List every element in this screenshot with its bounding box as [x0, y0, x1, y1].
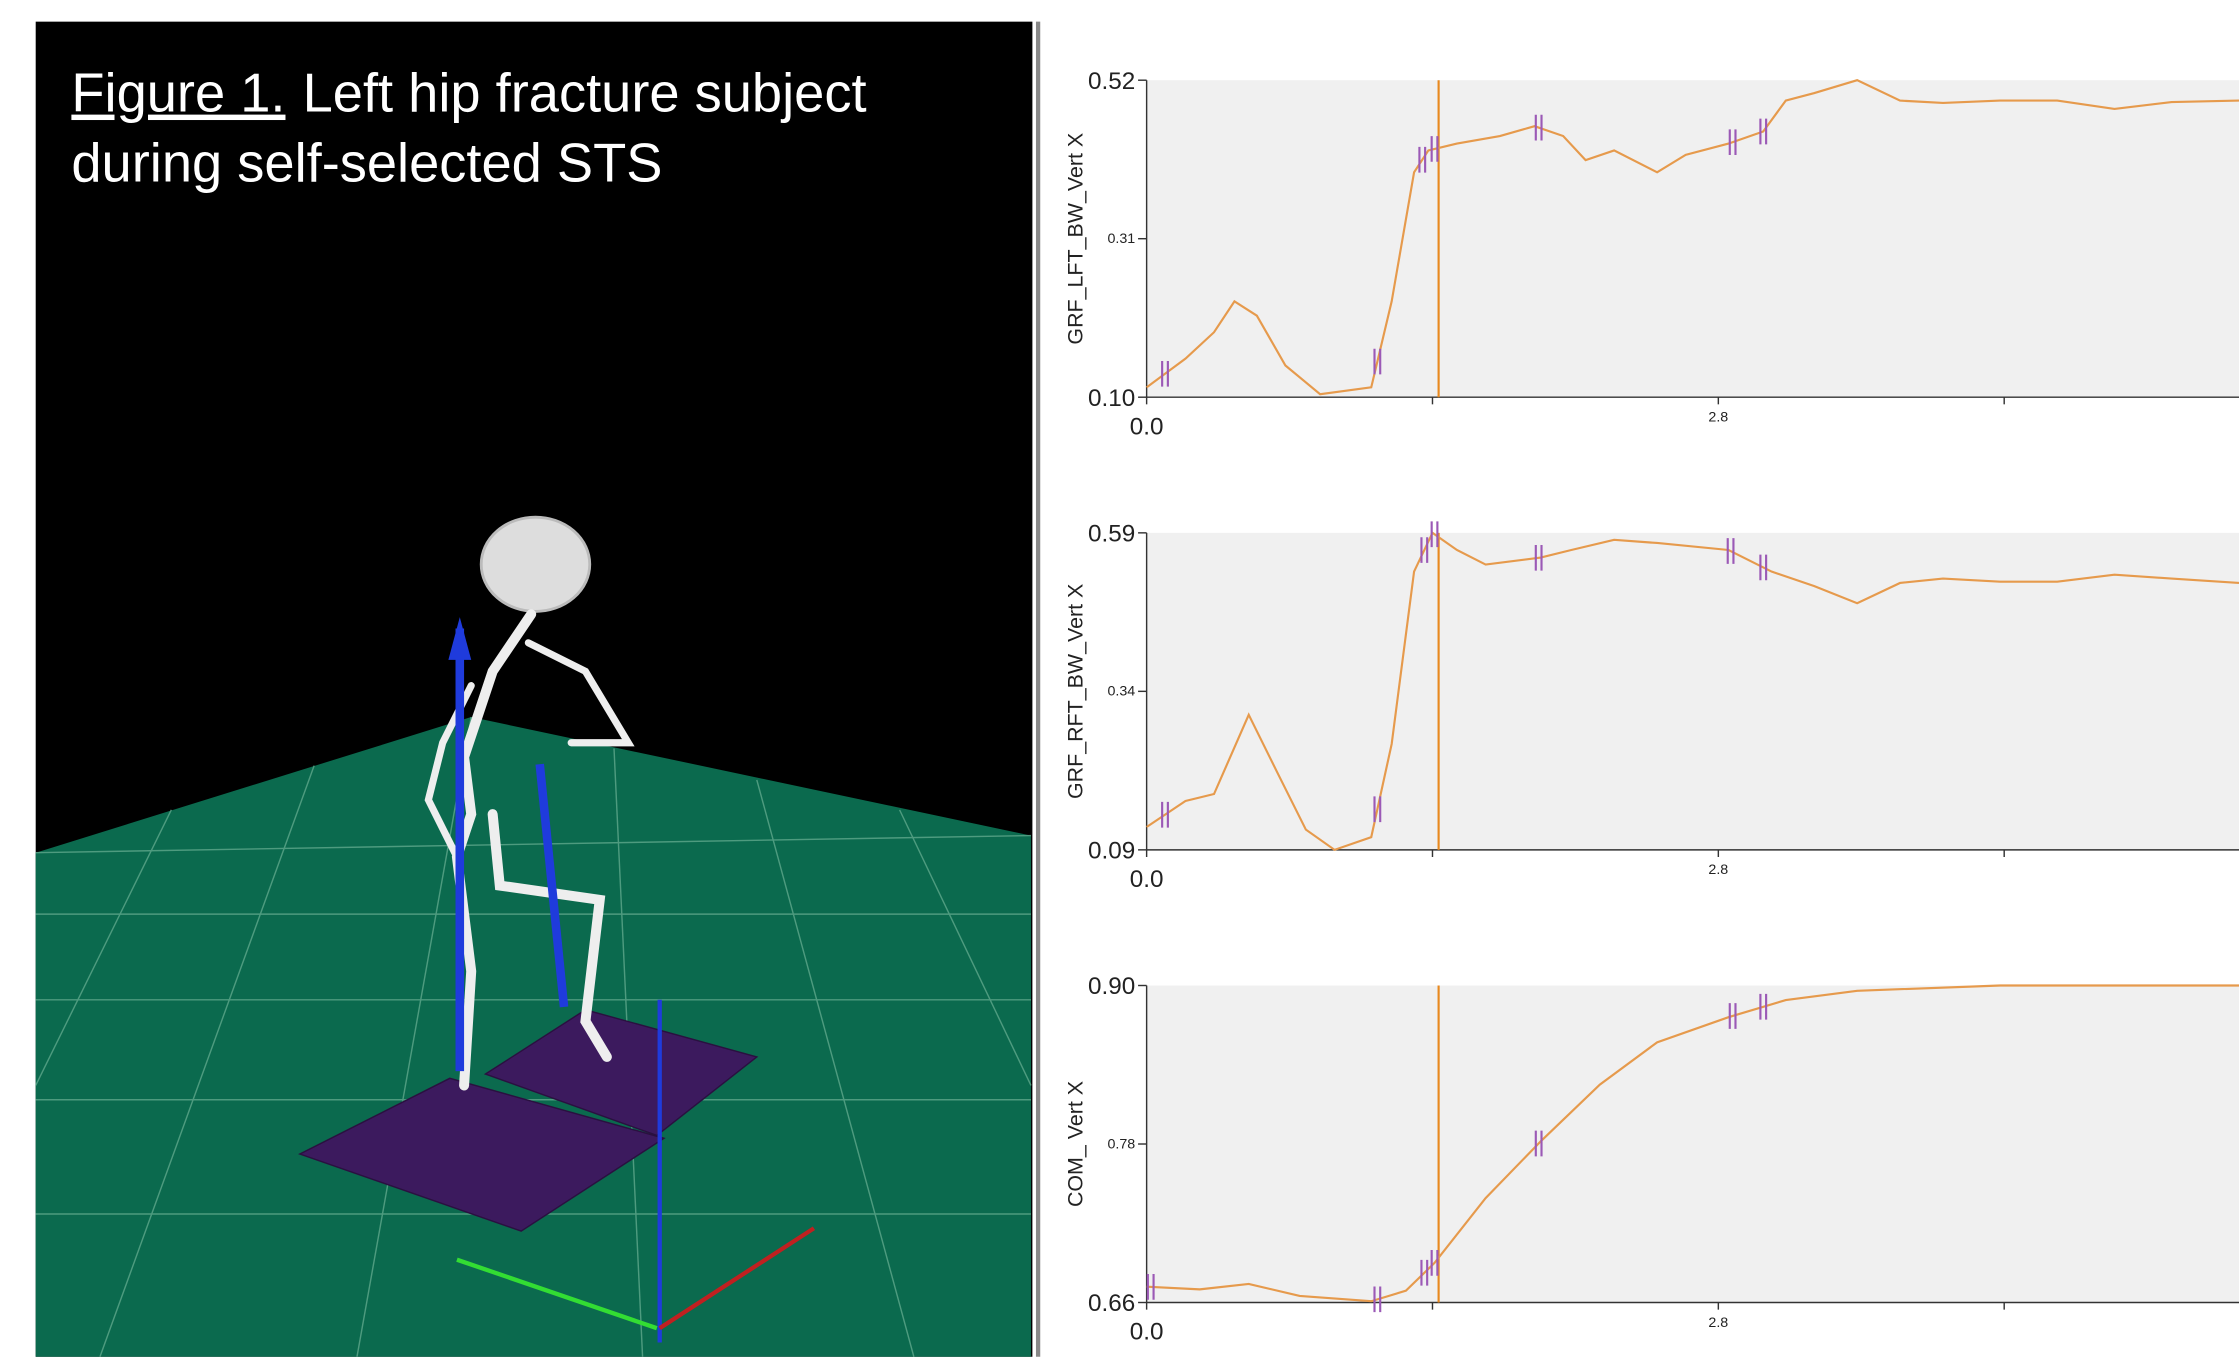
caption: Left hip fracture subject	[303, 64, 867, 124]
y-axis-title: GRF_LFT_BW_Vert X	[1063, 133, 1087, 345]
x-tick-label: 0.0	[1130, 1319, 1164, 1346]
y-axis-title: COM_ Vert X	[1063, 1081, 1087, 1207]
caption: during self-selected STS	[71, 134, 662, 194]
floor	[36, 717, 1031, 1357]
x-tick-label: 0.0	[1130, 866, 1164, 893]
figure-label: Figure 1.	[71, 64, 285, 124]
x-tick-label: 2.8	[1708, 409, 1728, 425]
page: Figure 1. Left hip fracture subject duri…	[0, 0, 2239, 1357]
y-tick-label: 0.34	[1107, 684, 1135, 700]
y-tick-label: 0.09	[1088, 837, 1135, 864]
y-tick-label: 0.59	[1088, 520, 1135, 547]
y-tick-label: 0.90	[1088, 973, 1135, 1000]
y-tick-label: 0.66	[1088, 1290, 1135, 1317]
y-tick-label: 0.78	[1107, 1136, 1135, 1152]
y-tick-label: 0.52	[1088, 68, 1135, 95]
y-tick-label: 0.10	[1088, 385, 1135, 412]
x-tick-label: 2.8	[1708, 862, 1728, 878]
figure: Figure 1. Left hip fracture subject duri…	[0, 0, 2239, 1357]
plot-area	[1147, 986, 2239, 1303]
plot-area	[1147, 80, 2239, 397]
x-tick-label: 2.8	[1708, 1315, 1728, 1331]
y-axis-title: GRF_RFT_BW_Vert X	[1063, 584, 1087, 799]
y-tick-label: 0.31	[1107, 231, 1135, 247]
x-tick-label: 0.0	[1130, 413, 1164, 440]
